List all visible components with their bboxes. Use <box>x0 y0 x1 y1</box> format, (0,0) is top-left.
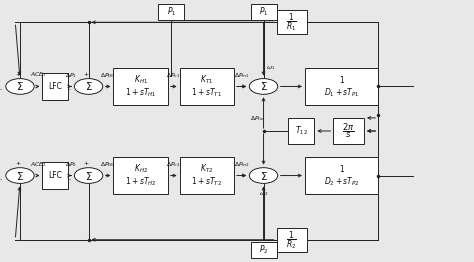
Bar <box>305 68 378 105</box>
Bar <box>43 162 68 189</box>
Text: $\dfrac{1}{R_2}$: $\dfrac{1}{R_2}$ <box>286 229 297 251</box>
Bar <box>180 157 234 194</box>
Circle shape <box>6 168 34 183</box>
Text: -: - <box>263 186 264 191</box>
Text: $K_{T2}$: $K_{T2}$ <box>200 163 213 175</box>
Bar <box>276 228 307 252</box>
Text: $1+sT_{T1}$: $1+sT_{T1}$ <box>191 87 222 99</box>
Text: $1+sT_{H2}$: $1+sT_{H2}$ <box>125 176 156 188</box>
Text: $\dfrac{1}{R_1}$: $\dfrac{1}{R_1}$ <box>286 11 297 33</box>
Text: -: - <box>69 177 71 182</box>
Text: $\Sigma$: $\Sigma$ <box>260 80 267 92</box>
Text: $\Delta P_{v1}$: $\Delta P_{v1}$ <box>166 71 181 80</box>
Text: +: + <box>239 173 245 178</box>
Bar <box>180 68 234 105</box>
Text: -: - <box>69 88 71 93</box>
Text: $\Delta P_2$: $\Delta P_2$ <box>65 160 77 169</box>
Text: $\Delta P_{G0}$: $\Delta P_{G0}$ <box>100 160 116 169</box>
Text: +: + <box>239 84 245 89</box>
Bar <box>113 68 168 105</box>
Circle shape <box>249 79 278 94</box>
Bar <box>113 157 168 194</box>
Bar <box>43 73 68 100</box>
Text: LFC: LFC <box>48 171 63 180</box>
Text: +: + <box>83 161 89 166</box>
Bar <box>288 118 314 144</box>
Text: $\Sigma$: $\Sigma$ <box>85 80 92 92</box>
Text: -: - <box>263 71 264 76</box>
Bar <box>276 10 307 34</box>
Bar <box>305 157 378 194</box>
Text: $1+sT_{T2}$: $1+sT_{T2}$ <box>191 176 222 188</box>
Text: $\dfrac{2\pi}{s}$: $\dfrac{2\pi}{s}$ <box>342 122 355 140</box>
Text: $\Sigma$: $\Sigma$ <box>85 170 92 182</box>
Text: $D_2+sT_{P2}$: $D_2+sT_{P2}$ <box>324 176 359 188</box>
Text: -: - <box>0 177 2 182</box>
Circle shape <box>249 168 278 183</box>
Text: $1$: $1$ <box>338 74 345 85</box>
Bar <box>158 4 184 20</box>
Text: $\Delta P_{G0}$: $\Delta P_{G0}$ <box>100 71 116 80</box>
Text: -: - <box>0 88 2 93</box>
Text: $\Sigma$: $\Sigma$ <box>16 80 24 92</box>
Circle shape <box>6 79 34 94</box>
Text: $\Delta P_{m2}$: $\Delta P_{m2}$ <box>234 160 250 169</box>
Text: $P_1$: $P_1$ <box>166 6 176 18</box>
Text: +: + <box>15 161 20 166</box>
Text: $\Sigma$: $\Sigma$ <box>260 170 267 182</box>
Text: $\omega_2$: $\omega_2$ <box>259 190 268 198</box>
Text: $K_{H1}$: $K_{H1}$ <box>134 74 147 86</box>
Text: $P_2$: $P_2$ <box>259 244 268 256</box>
Bar <box>251 4 276 20</box>
Text: $\Delta P_{v2}$: $\Delta P_{v2}$ <box>166 160 181 169</box>
Text: $K_{H2}$: $K_{H2}$ <box>134 163 147 175</box>
Bar <box>251 242 276 258</box>
Text: $\Delta P_{tie}$: $\Delta P_{tie}$ <box>250 114 264 123</box>
Text: $P_1$: $P_1$ <box>259 6 268 18</box>
Circle shape <box>74 79 103 94</box>
Bar <box>333 118 364 144</box>
Circle shape <box>74 168 103 183</box>
Text: $\Sigma$: $\Sigma$ <box>16 170 24 182</box>
Text: +: + <box>15 72 20 77</box>
Text: $D_1+sT_{P1}$: $D_1+sT_{P1}$ <box>324 87 359 99</box>
Text: $1$: $1$ <box>338 163 345 174</box>
Text: $\Delta P_1$: $\Delta P_1$ <box>65 71 77 80</box>
Text: $\omega_1$: $\omega_1$ <box>266 64 275 72</box>
Text: $ACE_2$: $ACE_2$ <box>30 160 46 169</box>
Text: LFC: LFC <box>48 82 63 91</box>
Text: $1+sT_{H1}$: $1+sT_{H1}$ <box>125 87 156 99</box>
Text: $T_{12}$: $T_{12}$ <box>295 125 308 137</box>
Text: $K_{T1}$: $K_{T1}$ <box>200 74 213 86</box>
Text: +: + <box>83 72 89 77</box>
Text: $ACE_1$: $ACE_1$ <box>30 70 46 79</box>
Text: $\Delta P_{m1}$: $\Delta P_{m1}$ <box>234 71 250 80</box>
